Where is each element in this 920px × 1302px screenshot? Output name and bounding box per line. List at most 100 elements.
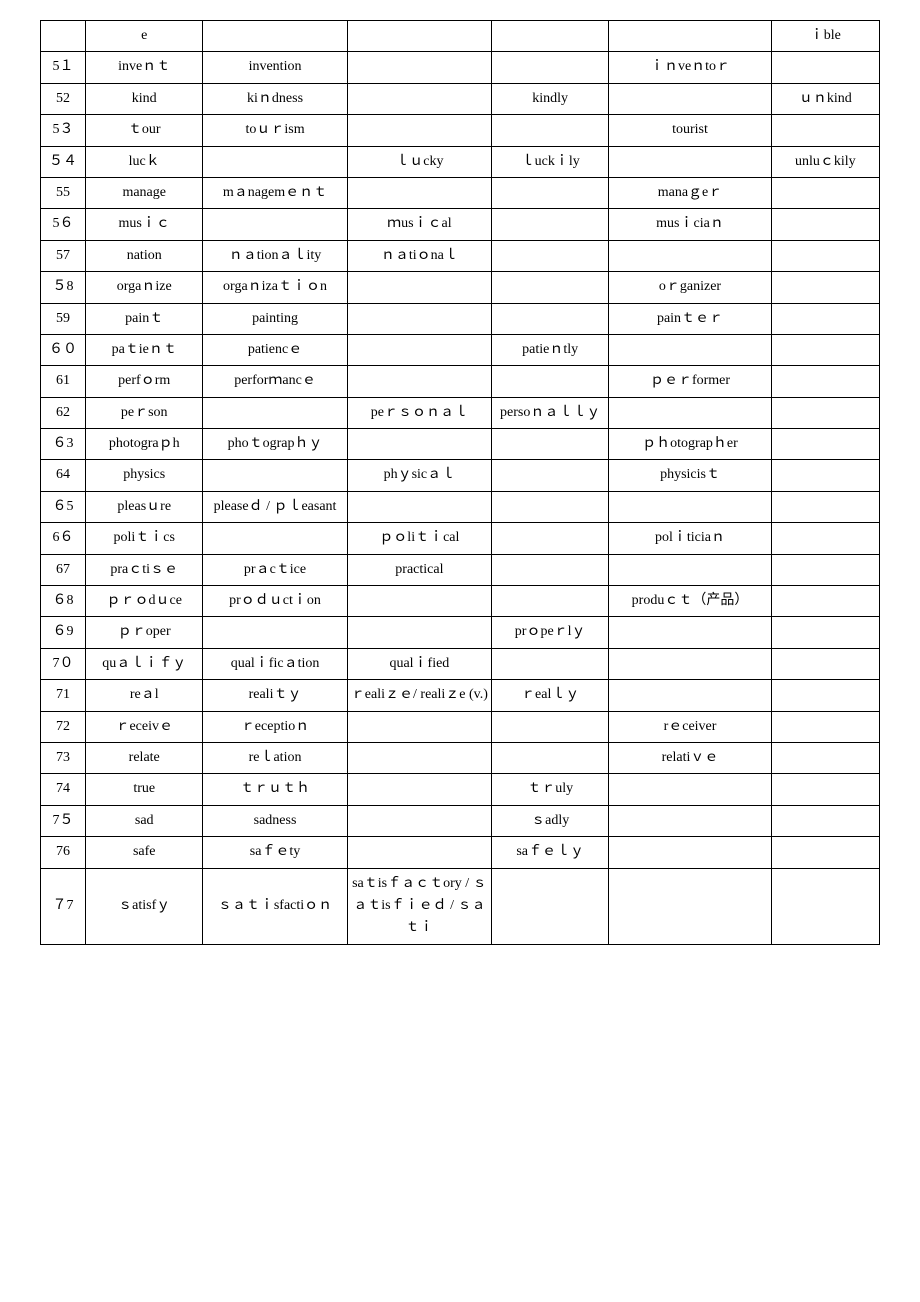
table-cell: tourist xyxy=(609,115,771,146)
table-cell xyxy=(609,334,771,365)
table-cell: polｉticiaｎ xyxy=(609,523,771,554)
table-cell xyxy=(492,711,609,742)
table-cell: 57 xyxy=(41,240,86,271)
table-cell: saｆｅｌｙ xyxy=(492,837,609,868)
table-cell: prａcｔice xyxy=(203,554,347,585)
table-cell xyxy=(609,680,771,711)
table-cell xyxy=(771,52,879,83)
table-cell xyxy=(771,648,879,679)
table-cell: ６8 xyxy=(41,586,86,617)
table-cell: ｍusｉｃal xyxy=(347,209,491,240)
table-cell xyxy=(609,868,771,944)
table-cell: relatiｖｅ xyxy=(609,742,771,773)
table-cell: kiｎdness xyxy=(203,83,347,114)
table-cell xyxy=(347,177,491,208)
table-cell: inveｎｔ xyxy=(86,52,203,83)
table-cell xyxy=(771,711,879,742)
table-cell: ｔour xyxy=(86,115,203,146)
table-row: ５４lucｋｌｕckyｌuckｉlyunluｃkily xyxy=(41,146,880,177)
table-cell: ６5 xyxy=(41,491,86,522)
table-cell xyxy=(203,397,347,428)
table-cell: ｐｅｒformer xyxy=(609,366,771,397)
table-cell: peｒson xyxy=(86,397,203,428)
table-cell: painｔ xyxy=(86,303,203,334)
table-cell: ｎａtionａｌity xyxy=(203,240,347,271)
table-cell xyxy=(771,240,879,271)
table-cell xyxy=(771,774,879,805)
table-cell xyxy=(347,774,491,805)
table-cell xyxy=(771,397,879,428)
table-cell: manage xyxy=(86,177,203,208)
table-cell: 62 xyxy=(41,397,86,428)
table-cell xyxy=(203,209,347,240)
table-cell xyxy=(492,554,609,585)
table-cell: 74 xyxy=(41,774,86,805)
table-cell: ５8 xyxy=(41,272,86,303)
table-cell: ｓadly xyxy=(492,805,609,836)
table-cell: orgaｎizaｔｉｏn xyxy=(203,272,347,303)
table-cell: pleasｕre xyxy=(86,491,203,522)
table-cell: musｉｃ xyxy=(86,209,203,240)
table-cell: reａl xyxy=(86,680,203,711)
table-cell: peｒｓｏｎａｌ xyxy=(347,397,491,428)
table-cell: prｏｄｕctｉon xyxy=(203,586,347,617)
table-cell: true xyxy=(86,774,203,805)
table-cell: 64 xyxy=(41,460,86,491)
table-cell xyxy=(347,617,491,648)
table-cell: patieｎtly xyxy=(492,334,609,365)
table-cell: ｔｒuly xyxy=(492,774,609,805)
table-cell xyxy=(771,868,879,944)
table-cell: ｉｎveｎtoｒ xyxy=(609,52,771,83)
table-cell xyxy=(347,272,491,303)
table-cell: ｐｒｏdｕce xyxy=(86,586,203,617)
table-cell: 59 xyxy=(41,303,86,334)
table-cell xyxy=(492,21,609,52)
table-cell xyxy=(609,554,771,585)
table-cell xyxy=(771,805,879,836)
table-cell xyxy=(771,523,879,554)
table-cell xyxy=(771,177,879,208)
table-cell: ｒealｌｙ xyxy=(492,680,609,711)
table-cell xyxy=(347,334,491,365)
table-cell: ５４ xyxy=(41,146,86,177)
table-cell xyxy=(347,366,491,397)
table-cell xyxy=(347,742,491,773)
table-cell xyxy=(203,146,347,177)
word-forms-table: eｉble5１inveｎｔinventionｉｎveｎtoｒ52kindkiｎd… xyxy=(40,20,880,945)
table-cell: physicisｔ xyxy=(609,460,771,491)
table-cell xyxy=(609,397,771,428)
table-cell xyxy=(347,586,491,617)
table-cell: ｕｎkind xyxy=(771,83,879,114)
table-cell xyxy=(347,52,491,83)
table-cell: 7０ xyxy=(41,648,86,679)
table-row: 64physicsphｙsicａｌphysicisｔ xyxy=(41,460,880,491)
table-cell: ｒeceivｅ xyxy=(86,711,203,742)
table-cell xyxy=(609,83,771,114)
table-cell xyxy=(771,272,879,303)
table-cell xyxy=(203,21,347,52)
table-cell: practical xyxy=(347,554,491,585)
table-cell: mａnagemｅｎｔ xyxy=(203,177,347,208)
table-cell: phｙsicａｌ xyxy=(347,460,491,491)
table-row: 5３ｔourtoｕｒismtourist xyxy=(41,115,880,146)
table-cell: oｒganizer xyxy=(609,272,771,303)
table-cell: nation xyxy=(86,240,203,271)
table-cell: ６０ xyxy=(41,334,86,365)
table-cell: 61 xyxy=(41,366,86,397)
table-cell xyxy=(609,648,771,679)
table-cell: realiｔｙ xyxy=(203,680,347,711)
table-cell: ｌｕcky xyxy=(347,146,491,177)
table-row: 72ｒeceivｅｒeceptioｎrｅceiver xyxy=(41,711,880,742)
table-cell xyxy=(771,742,879,773)
table-cell xyxy=(347,429,491,460)
table-cell: praｃtiｓｅ xyxy=(86,554,203,585)
table-cell: ｒealiｚｅ/ realiｚe (v.) xyxy=(347,680,491,711)
table-cell: 55 xyxy=(41,177,86,208)
table-cell: manaｇeｒ xyxy=(609,177,771,208)
table-cell: ７7 xyxy=(41,868,86,944)
table-cell: 5６ xyxy=(41,209,86,240)
table-cell: 52 xyxy=(41,83,86,114)
table-row: 7０quａｌｉｆｙqualｉficａtionqualｉfied xyxy=(41,648,880,679)
table-cell: relate xyxy=(86,742,203,773)
table-cell: 71 xyxy=(41,680,86,711)
